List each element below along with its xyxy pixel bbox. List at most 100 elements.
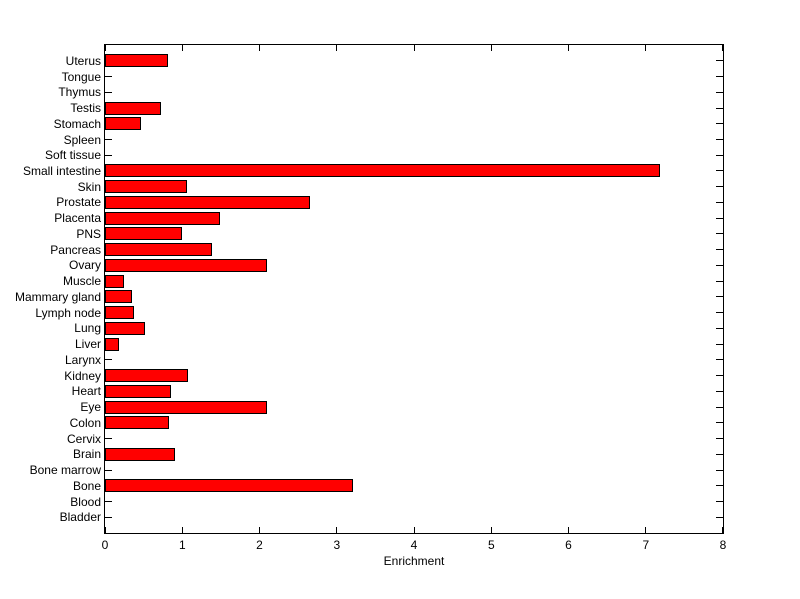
x-axis-tick-top-4 [413,45,415,51]
x-axis-tick-bottom-3 [336,527,338,533]
x-axis-tick-top-5 [490,45,492,51]
y-tick-label-bone-marrow: Bone marrow [29,463,101,477]
bar-kidney [105,369,189,383]
y-tick-label-prostate: Prostate [56,195,101,210]
y-axis-tick-right [716,217,723,219]
x-axis-tick-bottom-2 [259,527,260,533]
y-tick-label-cervix: Cervix [66,431,101,446]
y-axis-tick-right [716,123,723,125]
y-axis-tick-left [105,154,112,156]
x-axis-tick-bottom-1 [181,527,183,533]
y-axis-tick-right [716,201,723,203]
y-axis-tick-left [105,139,112,140]
y-axis-tick-right [716,469,723,471]
bar-ovary [105,258,268,272]
y-tick-label-bladder: Bladder [59,510,101,525]
y-axis-tick-right [716,312,723,314]
y-axis-tick-right [716,170,723,172]
y-axis-tick-right [716,264,723,266]
x-tick-label-8: 8 [719,538,727,552]
x-tick-label-6: 6 [565,538,572,552]
y-axis-tick-left [105,438,112,439]
y-axis-tick-right [716,296,723,298]
bar-stomach [105,117,141,131]
bar-liver [105,337,119,351]
x-axis-tick-top-2 [259,45,260,51]
bar-pns [105,227,183,241]
y-tick-label-mammary-gland: Mammary gland [14,289,101,304]
y-tick-label-spleen: Spleen [63,132,101,147]
bar-skin [105,180,187,194]
y-tick-label-skin: Skin [77,179,101,194]
x-tick-label-1: 1 [178,538,186,552]
x-tick-label-0: 0 [101,538,109,552]
x-axis-tick-bottom-0 [105,527,106,533]
y-tick-label-soft-tissue: Soft tissue [44,148,101,163]
y-axis-tick-left [105,91,112,93]
bar-prostate [105,195,310,209]
x-axis-tick-bottom-8 [722,527,723,533]
y-tick-label-heart: Heart [71,384,101,399]
y-tick-label-uterus: Uterus [65,53,101,68]
bar-mammary-gland [105,290,132,304]
y-axis-tick-right [716,485,723,487]
bar-colon [105,416,170,430]
y-axis-tick-right [716,501,723,502]
y-tick-label-liver: Liver [74,337,101,352]
x-tick-label-3: 3 [333,538,341,552]
y-axis-tick-right [716,438,723,439]
y-tick-label-kidney: Kidney [64,368,101,383]
x-axis-tick-top-0 [105,45,106,51]
bar-lung [105,321,146,335]
x-axis-tick-top-7 [645,45,647,51]
x-axis-tick-bottom-6 [568,527,569,533]
y-axis-tick-right [716,327,723,329]
y-axis-tick-right [716,453,723,455]
bar-placenta [105,211,221,225]
bar-lymph-node [105,306,135,320]
y-axis-tick-right [716,390,723,392]
y-tick-label-brain: Brain [72,447,101,462]
y-tick-label-tongue: Tongue [61,69,101,84]
x-tick-label-2: 2 [256,538,263,552]
y-axis-tick-right [716,60,723,62]
y-axis-tick-right [716,186,723,188]
x-tick-label-4: 4 [410,538,418,552]
y-axis-tick-right [716,154,723,156]
y-axis-tick-right [716,375,723,377]
x-axis-title: Enrichment [383,554,445,568]
bar-brain [105,447,176,461]
x-axis-tick-bottom-5 [490,527,492,533]
bar-testis [105,101,162,115]
x-tick-label-7: 7 [642,538,650,552]
x-axis-tick-top-8 [722,45,723,51]
y-axis-tick-right [716,359,723,361]
y-axis-tick-right [716,280,723,282]
y-axis-tick-right [716,91,723,93]
x-axis-tick-top-3 [336,45,338,51]
y-tick-label-pancreas: Pancreas [50,242,101,257]
y-axis-tick-right [716,76,723,77]
y-tick-label-small-intestine: Small intestine [22,163,101,178]
y-axis-tick-right [716,249,723,251]
bar-muscle [105,274,124,288]
y-axis-tick-right [716,107,723,109]
y-tick-label-placenta: Placenta [54,211,101,226]
y-axis-tick-left [105,359,112,361]
x-tick-label-5: 5 [487,538,495,552]
y-tick-label-testis: Testis [70,101,101,115]
y-tick-label-stomach: Stomach [53,116,101,131]
x-axis-tick-top-1 [181,45,183,51]
y-axis-tick-right [716,406,723,408]
y-axis-tick-right [716,233,723,235]
y-tick-label-eye: Eye [80,400,101,415]
y-tick-label-bone: Bone [72,478,101,493]
y-tick-label-colon: Colon [69,415,101,430]
plot-area [104,44,724,534]
y-tick-label-pns: PNS [76,226,101,241]
x-axis-tick-bottom-7 [645,527,647,533]
y-axis-tick-right [716,139,723,140]
y-axis-tick-right [716,516,723,518]
y-tick-label-muscle: Muscle [62,274,101,289]
